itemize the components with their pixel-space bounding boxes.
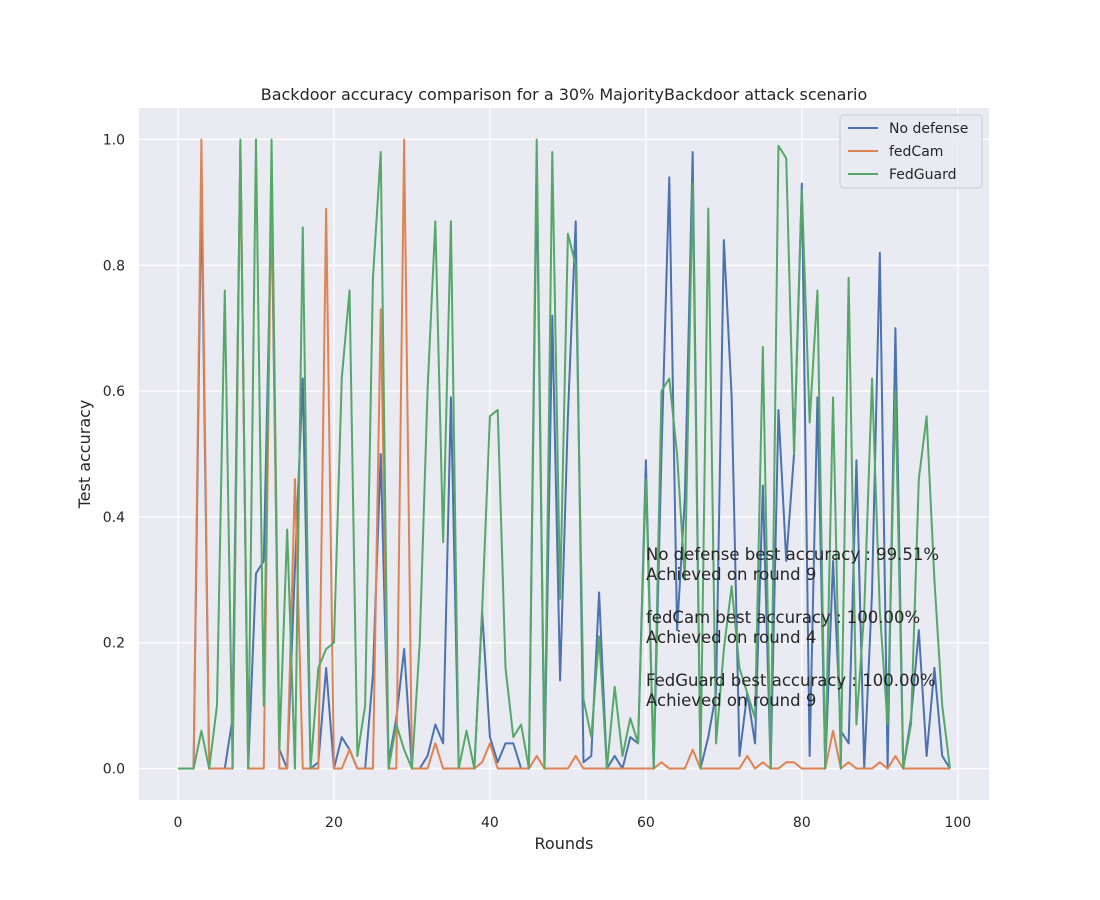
series-lines bbox=[177, 138, 952, 770]
annotation-fedcam-best: fedCam best accuracy : 100.00% bbox=[646, 608, 920, 627]
y-tick-label: 0.6 bbox=[103, 384, 125, 400]
annotation-fedguard-best: FedGuard best accuracy : 100.00% bbox=[646, 671, 936, 690]
y-tick-label: 0.2 bbox=[103, 636, 125, 652]
chart-title: Backdoor accuracy comparison for a 30% M… bbox=[261, 85, 868, 104]
x-tick-label: 80 bbox=[793, 815, 811, 831]
y-tick-label: 0.0 bbox=[103, 762, 125, 778]
legend-label-fedcam: fedCam bbox=[889, 144, 943, 160]
x-tick-label: 100 bbox=[944, 815, 971, 831]
y-tick-label: 0.4 bbox=[103, 510, 125, 526]
x-axis-label: Rounds bbox=[535, 834, 594, 853]
annotation-no-defense-best: No defense best accuracy : 99.51% bbox=[646, 545, 939, 564]
x-tick-label: 60 bbox=[637, 815, 655, 831]
annotation-fedcam-round: Achieved on round 4 bbox=[646, 628, 816, 647]
x-tick-label: 0 bbox=[174, 815, 183, 831]
annotation-fedguard-round: Achieved on round 9 bbox=[646, 691, 816, 710]
tick-labels: 0 20 40 60 80 100 0.0 0.2 0.4 0.6 0.8 1.0 bbox=[103, 132, 971, 831]
y-tick-label: 1.0 bbox=[103, 132, 125, 148]
y-axis-label: Test accuracy bbox=[75, 400, 94, 510]
legend: No defense fedCam FedGuard bbox=[839, 114, 983, 189]
series-line-fedcam bbox=[177, 138, 951, 770]
y-tick-label: 0.8 bbox=[103, 258, 125, 274]
legend-box bbox=[839, 114, 983, 189]
x-tick-label: 20 bbox=[325, 815, 343, 831]
legend-label-fedguard: FedGuard bbox=[889, 167, 956, 183]
annotation-no-defense-round: Achieved on round 9 bbox=[646, 565, 816, 584]
best-accuracy-annotations: No defense best accuracy : 99.51% Achiev… bbox=[646, 545, 939, 710]
x-tick-label: 40 bbox=[481, 815, 499, 831]
legend-label-no-defense: No defense bbox=[889, 121, 968, 137]
series-line-fedguard bbox=[177, 138, 952, 770]
